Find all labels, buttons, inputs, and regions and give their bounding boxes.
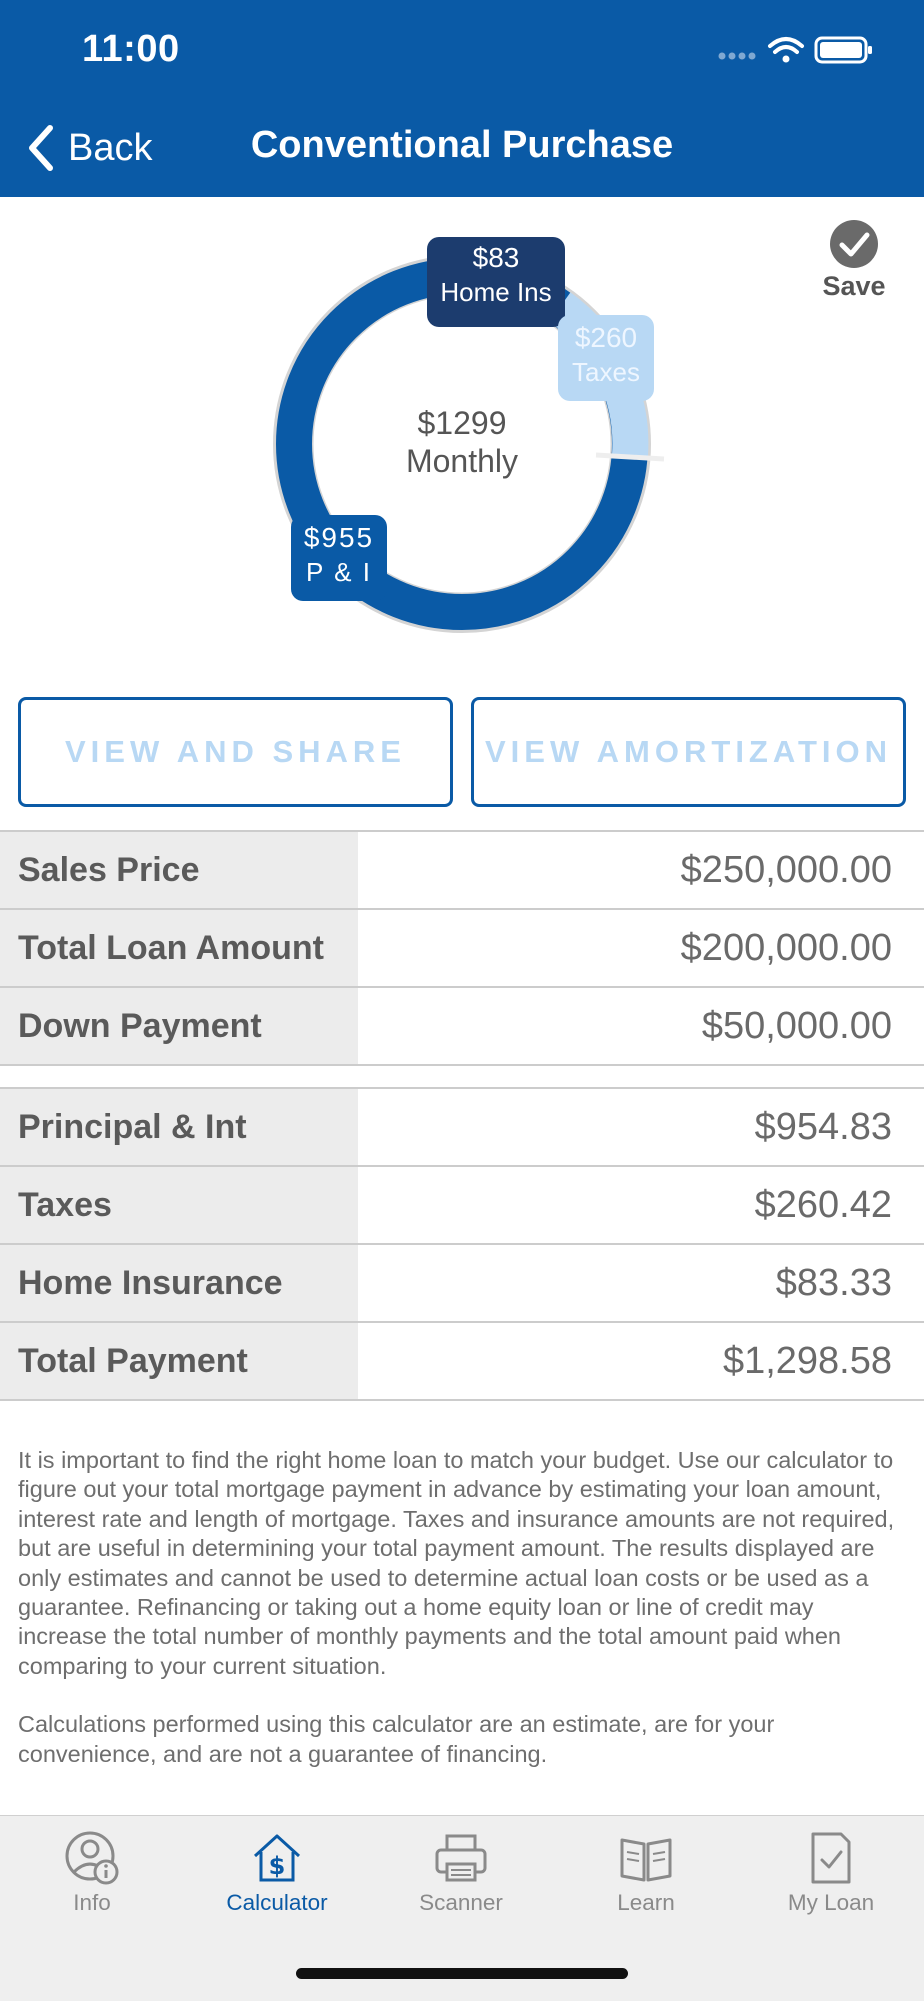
- row-value: $1,298.58: [722, 1339, 892, 1382]
- row-label: Total Payment: [0, 1323, 358, 1399]
- principal-interest-chip-amount: $955: [303, 522, 375, 553]
- tab-label: Calculator: [226, 1890, 328, 1915]
- table-row: Principal & Int $954.83: [0, 1087, 924, 1165]
- row-value[interactable]: $83.33: [775, 1261, 892, 1304]
- monthly-total-label: Monthly: [405, 443, 519, 479]
- row-value[interactable]: $50,000.00: [701, 1004, 892, 1047]
- printer-icon: [435, 1834, 487, 1882]
- save-label: Save: [822, 271, 886, 301]
- tab-my-loan[interactable]: My Loan: [739, 1830, 923, 1916]
- user-info-icon: [65, 1831, 119, 1885]
- tab-info[interactable]: Info: [0, 1830, 184, 1916]
- row-value[interactable]: $260.42: [754, 1183, 892, 1226]
- row-label: Total Loan Amount: [0, 910, 358, 986]
- wifi-icon: [768, 37, 804, 54]
- row-label: Down Payment: [0, 988, 358, 1064]
- home-insurance-chip-label: Home Ins: [440, 277, 552, 307]
- disclaimer-paragraph: Calculations performed using this calcul…: [18, 1711, 775, 1767]
- row-label: Taxes: [0, 1167, 358, 1243]
- monthly-total-amount: $1299: [417, 405, 507, 441]
- table-row: Taxes $260.42: [0, 1165, 924, 1243]
- tab-label: Scanner: [419, 1890, 503, 1915]
- table-row: Total Loan Amount $200,000.00: [0, 908, 924, 986]
- table-row: Down Payment $50,000.00: [0, 986, 924, 1066]
- taxes-chip-amount: $260: [574, 322, 638, 353]
- status-time: 11:00: [82, 28, 180, 70]
- home-insurance-chip: $83 Home Ins: [427, 237, 565, 327]
- principal-interest-chip-label: P & I: [306, 557, 372, 587]
- taxes-chip-label: Taxes: [572, 357, 640, 387]
- document-check-icon: [811, 1832, 851, 1884]
- taxes-chip: $260 Taxes: [558, 315, 654, 401]
- status-icons: [716, 34, 876, 66]
- row-value[interactable]: $200,000.00: [680, 926, 892, 969]
- row-label: Sales Price: [0, 832, 358, 908]
- disclaimer-paragraph: It is important to find the right home l…: [18, 1447, 895, 1679]
- disclaimer-text: It is important to find the right home l…: [18, 1446, 908, 1798]
- table-row: Home Insurance $83.33: [0, 1243, 924, 1321]
- signal-icon: [718, 52, 756, 60]
- view-and-share-button[interactable]: VIEW AND SHARE: [18, 697, 453, 807]
- table-row: Total Payment $1,298.58: [0, 1321, 924, 1401]
- checkmark-circle-icon: [830, 220, 878, 268]
- book-icon: [620, 1838, 672, 1882]
- row-value[interactable]: $250,000.00: [680, 848, 892, 891]
- tab-calculator[interactable]: $ Calculator: [185, 1830, 369, 1916]
- tab-label: Learn: [617, 1890, 675, 1915]
- home-insurance-chip-amount: $83: [472, 242, 520, 273]
- tab-label: Info: [73, 1890, 111, 1915]
- table-row: Sales Price $250,000.00: [0, 830, 924, 908]
- back-button[interactable]: Back: [26, 118, 152, 178]
- principal-interest-chip: $955 P & I: [291, 515, 387, 601]
- tab-learn[interactable]: Learn: [554, 1830, 738, 1916]
- row-label: Home Insurance: [0, 1245, 358, 1321]
- house-dollar-icon: $: [253, 1834, 301, 1882]
- loan-summary-table: Sales Price $250,000.00 Total Loan Amoun…: [0, 830, 924, 1066]
- page-title: Conventional Purchase: [250, 124, 674, 166]
- tab-label: My Loan: [787, 1890, 875, 1915]
- back-label: Back: [68, 126, 153, 169]
- row-value: $954.83: [754, 1105, 892, 1148]
- app-header: 11:00 Back Conventional Purchase: [0, 0, 924, 197]
- save-button[interactable]: Save: [818, 219, 890, 302]
- chevron-left-icon: [29, 125, 53, 171]
- svg-text:$: $: [269, 1852, 286, 1880]
- home-indicator: [296, 1968, 628, 1979]
- tab-scanner[interactable]: Scanner: [369, 1830, 553, 1916]
- payment-chart: $83 Home Ins $260 Taxes $955 P & I $1299…: [0, 197, 924, 677]
- row-label: Principal & Int: [0, 1089, 358, 1165]
- battery-icon: [814, 36, 872, 64]
- payment-breakdown-table: Principal & Int $954.83 Taxes $260.42 Ho…: [0, 1087, 924, 1401]
- view-amortization-button[interactable]: VIEW AMORTIZATION: [471, 697, 906, 807]
